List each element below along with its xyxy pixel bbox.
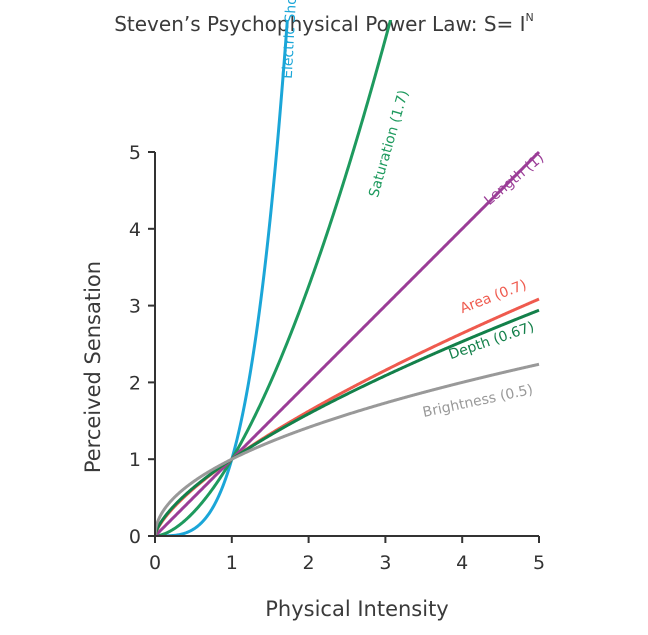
y-tick-label: 0 xyxy=(129,526,141,548)
series-label-2: Length (1) xyxy=(481,150,547,209)
x-tick-label: 3 xyxy=(379,552,391,574)
series-label-3: Area (0.7) xyxy=(458,277,529,317)
x-tick-label: 1 xyxy=(226,552,238,574)
axes: 0 1 2 3 4 5 0 1 2 3 4 5 xyxy=(129,142,545,574)
y-tick-label: 5 xyxy=(129,142,141,164)
y-axis-title: Perceived Sensation xyxy=(81,261,105,473)
series-line-1 xyxy=(156,20,393,536)
y-tick-label: 3 xyxy=(129,296,141,318)
series-line-4 xyxy=(156,308,540,536)
y-tick-label: 4 xyxy=(129,219,141,241)
series-layer xyxy=(156,20,541,536)
series-line-0 xyxy=(156,20,289,536)
chart-title-text: Steven’s Psychophysical Power Law: S= I xyxy=(114,12,526,36)
x-tick-label: 4 xyxy=(456,552,468,574)
chart-title: Steven’s Psychophysical Power Law: S= IN xyxy=(0,11,648,36)
chart-title-exponent: N xyxy=(525,11,534,25)
x-axis-title: Physical Intensity xyxy=(265,597,449,621)
x-tick-label: 5 xyxy=(533,552,545,574)
x-tick-label: 2 xyxy=(303,552,315,574)
series-label-1: Saturation (1.7) xyxy=(366,88,412,199)
series-line-2 xyxy=(156,150,541,536)
y-tick-label: 2 xyxy=(129,372,141,394)
y-tick-label: 1 xyxy=(129,449,141,471)
series-line-5 xyxy=(156,362,540,536)
series-label-0: Electric Shock (3.5) xyxy=(280,0,303,79)
x-tick-label: 0 xyxy=(149,552,161,574)
